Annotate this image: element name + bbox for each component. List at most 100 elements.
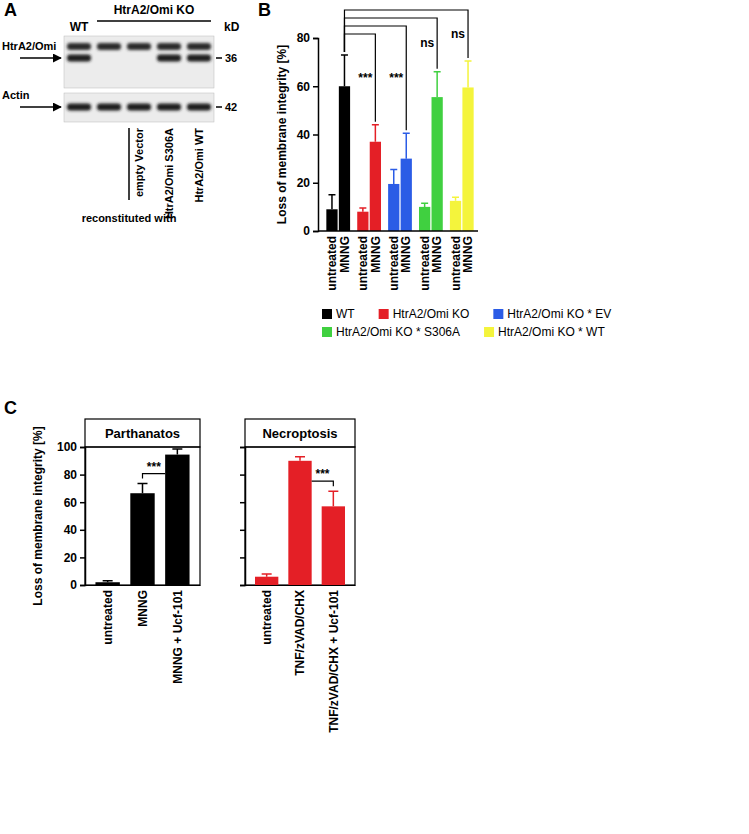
- tick: 80: [297, 31, 318, 45]
- y-axis: 020406080: [297, 31, 319, 238]
- row-arrow: [20, 106, 61, 108]
- size-marker-label: 36: [225, 52, 237, 64]
- legend-label: WT: [336, 307, 355, 321]
- nonspecific-band: [97, 43, 121, 50]
- error-bar: [262, 574, 272, 577]
- tick-mark: [80, 474, 85, 476]
- nonspecific-band: [67, 43, 91, 50]
- bar: [130, 493, 154, 585]
- legend-swatch: [484, 327, 494, 337]
- legend-item: HtrA2/Omi KO * EV: [493, 307, 611, 321]
- bar: [322, 506, 345, 585]
- bar: [357, 212, 368, 231]
- nonspecific-band: [127, 43, 151, 50]
- error-bar: [103, 581, 113, 582]
- tick-mark: [240, 530, 245, 532]
- legend-swatch: [379, 309, 389, 319]
- significance-bracket: [143, 474, 166, 479]
- error-bar: [372, 125, 379, 142]
- tick-label: MNNG: [369, 236, 383, 273]
- significance-bracket: [344, 18, 437, 69]
- tick-label: 0: [303, 224, 310, 238]
- band: [187, 104, 211, 111]
- tick-mark: [80, 585, 85, 587]
- plot-frame: [85, 447, 200, 585]
- tick-label: 60: [64, 496, 78, 510]
- tick: 40: [297, 128, 318, 142]
- axis-line: [246, 585, 356, 586]
- bar: [255, 577, 278, 585]
- blot-panel: AWTHtrA2/Omi KOkDHtrA2/Omi36Actin42empty…: [2, 0, 240, 224]
- significance-label: ns: [420, 36, 434, 50]
- tick-label: 60: [297, 80, 311, 94]
- tick-mark: [80, 530, 85, 532]
- error-bar: [172, 449, 182, 455]
- bar: [388, 184, 399, 231]
- chart-title: Necroptosis: [262, 426, 337, 441]
- tick-label: 80: [64, 468, 78, 482]
- band: [97, 104, 121, 111]
- x-axis-line: [318, 230, 478, 232]
- error-bar: [341, 55, 348, 86]
- tick: 0: [70, 578, 85, 592]
- error-bar: [452, 197, 459, 201]
- y-axis: 020406080100: [57, 440, 86, 592]
- legend-item: HtrA2/Omi KO * S306A: [322, 325, 460, 339]
- tick: [240, 502, 245, 503]
- error-bar: [359, 208, 366, 212]
- error-bar: [328, 195, 335, 209]
- tick-label: 80: [297, 31, 311, 45]
- tick: TNF/zVAD/CHX: [293, 590, 307, 676]
- tick: [240, 530, 245, 531]
- tick-mark: [240, 474, 245, 476]
- legend-item: WT: [322, 307, 355, 321]
- tick-label: untreated: [260, 590, 274, 645]
- axis-line: [313, 39, 319, 232]
- bar: [419, 207, 430, 231]
- tick-mark: [313, 231, 318, 233]
- significance-bracket: [344, 10, 468, 58]
- tick: 60: [64, 496, 85, 510]
- lane-label-bracket: [128, 128, 130, 200]
- tick-mark: [80, 557, 85, 559]
- chart-c-1: Parthanatos020406080100untreatedMNNGMNNG…: [4, 398, 201, 684]
- y-axis: [240, 448, 246, 586]
- panel-label: B: [258, 0, 271, 20]
- lane-group-label: WT: [70, 20, 89, 34]
- nonspecific-band: [187, 43, 211, 50]
- legend-label: HtrA2/Omi KO * S306A: [336, 325, 460, 339]
- tick-label: 0: [70, 578, 77, 592]
- tick-label: MNNG: [461, 236, 475, 273]
- legend-swatch: [322, 327, 332, 337]
- plot-area: [326, 55, 473, 231]
- tick: untreated: [260, 590, 274, 645]
- bar: [462, 87, 473, 231]
- chart-c-2: NecroptosisuntreatedTNF/zVAD/CHXTNF/zVAD…: [240, 419, 356, 733]
- lane-group-label: HtrA2/Omi KO: [114, 3, 195, 17]
- significance-label: ***: [358, 71, 372, 85]
- bar: [95, 582, 119, 585]
- row-label: Actin: [2, 89, 30, 101]
- tick: MNNG: [136, 590, 150, 627]
- significance-label: ***: [315, 467, 329, 481]
- x-axis: untreatedMNNGMNNG + Ucf-101: [86, 586, 201, 684]
- tick-label: 40: [297, 128, 311, 142]
- tick-label: MNNG + Ucf-101: [171, 590, 185, 684]
- axis-line: [80, 448, 86, 586]
- title-strip: [245, 419, 355, 447]
- tick: MNNG + Ucf-101: [171, 590, 185, 684]
- tick: 80: [64, 468, 85, 482]
- tick: 20: [64, 551, 85, 565]
- tick: [240, 447, 245, 448]
- significance-bracket: [312, 481, 334, 486]
- lane-group-bracket: [97, 20, 211, 22]
- legend-item: HtrA2/Omi KO: [379, 307, 470, 321]
- tick-mark: [313, 134, 318, 136]
- y-axis-title: Loss of membrane integrity [%]: [275, 45, 289, 224]
- tick-label: 40: [64, 523, 78, 537]
- significance-label: ***: [389, 71, 403, 85]
- tick-label: 20: [64, 551, 78, 565]
- row-arrow: [20, 57, 61, 59]
- tick-mark: [313, 86, 318, 88]
- panel-label: A: [4, 0, 17, 20]
